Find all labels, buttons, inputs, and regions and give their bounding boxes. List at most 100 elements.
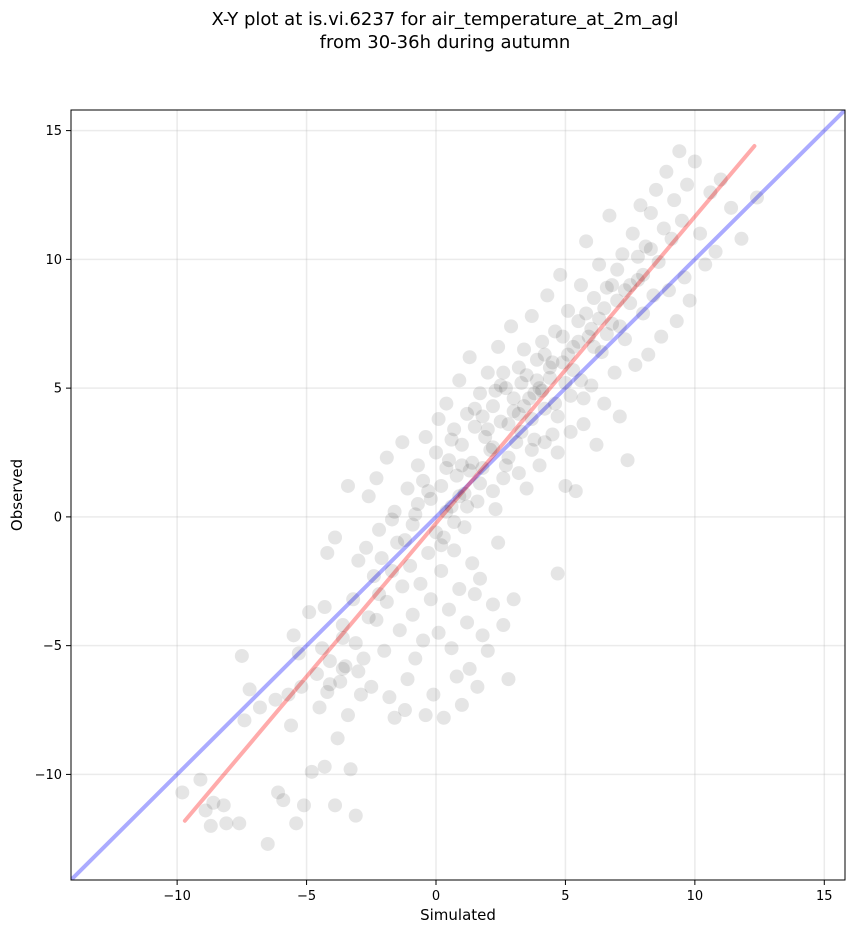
scatter-point xyxy=(677,270,692,285)
scatter-point xyxy=(372,522,387,537)
scatter-point xyxy=(454,697,469,712)
scatter-point xyxy=(328,798,343,813)
scatter-point xyxy=(428,445,443,460)
regression-line xyxy=(182,144,757,823)
scatter-point xyxy=(366,569,381,584)
scatter-point xyxy=(493,414,508,429)
scatter-point xyxy=(475,628,490,643)
scatter-point xyxy=(346,592,361,607)
scatter-point xyxy=(669,314,684,329)
scatter-point xyxy=(343,762,358,777)
scatter-point xyxy=(636,306,651,321)
scatter-point xyxy=(439,396,454,411)
scatter-point xyxy=(454,458,469,473)
scatter-point xyxy=(524,442,539,457)
scatter-point xyxy=(460,615,475,630)
scatter-point xyxy=(359,540,374,555)
scatter-point xyxy=(470,679,485,694)
scatter-point xyxy=(561,303,576,318)
scatter-point xyxy=(294,679,309,694)
scatter-point xyxy=(198,803,213,818)
scatter-point xyxy=(465,455,480,470)
scatter-point xyxy=(548,396,563,411)
scatter-point xyxy=(421,545,436,560)
scatter-point xyxy=(193,772,208,787)
scatter-point xyxy=(480,422,495,437)
scatter-point xyxy=(309,666,324,681)
scatter-point xyxy=(532,381,547,396)
scatter-point xyxy=(573,278,588,293)
scatter-point xyxy=(369,471,384,486)
scatter-point xyxy=(620,453,635,468)
y-tick-label: 15 xyxy=(45,124,62,139)
scatter-point xyxy=(449,468,464,483)
axis-ticks: −10 −5 0 5 10 15 −10 −5 0 5 10 15 xyxy=(35,124,833,904)
scatter-point xyxy=(589,437,604,452)
scatter-point xyxy=(320,545,335,560)
scatter-point xyxy=(506,592,521,607)
scatter-point xyxy=(586,339,601,354)
scatter-point xyxy=(672,144,687,159)
scatter-point xyxy=(434,563,449,578)
scatter-point xyxy=(335,618,350,633)
scatter-point xyxy=(602,208,617,223)
scatter-point xyxy=(374,551,389,566)
scatter-point xyxy=(403,558,418,573)
scatter-point xyxy=(284,718,299,733)
scatter-point xyxy=(379,450,394,465)
scatter-point xyxy=(460,406,475,421)
scatter-point xyxy=(617,283,632,298)
grid xyxy=(71,110,845,880)
scatter-point xyxy=(387,504,402,519)
scatter-point xyxy=(555,355,570,370)
x-tick-label: 10 xyxy=(687,889,704,904)
scatter-point xyxy=(302,605,317,620)
scatter-point xyxy=(488,383,503,398)
scatter-point xyxy=(395,435,410,450)
scatter-point xyxy=(643,206,658,221)
scatter-point xyxy=(687,154,702,169)
scatter-point xyxy=(390,535,405,550)
scatter-point xyxy=(462,463,477,478)
scatter-point xyxy=(423,491,438,506)
scatter-point xyxy=(654,329,669,344)
scatter-point xyxy=(542,360,557,375)
scatter-point xyxy=(234,648,249,663)
scatter-point xyxy=(511,466,526,481)
scatter-point xyxy=(206,795,221,810)
scatter-point xyxy=(485,440,500,455)
scatter-point xyxy=(447,543,462,558)
scatter-point xyxy=(537,401,552,416)
scatter-point xyxy=(535,383,550,398)
scatter-point xyxy=(260,836,275,851)
scatter-point xyxy=(506,391,521,406)
scatter-point xyxy=(418,708,433,723)
scatter-point xyxy=(276,793,291,808)
scatter-point xyxy=(281,687,296,702)
scatter-point xyxy=(480,643,495,658)
scatter-point xyxy=(519,368,534,383)
scatter-point xyxy=(317,759,332,774)
scatter-point xyxy=(364,679,379,694)
scatter-point xyxy=(356,651,371,666)
scatter-point xyxy=(475,409,490,424)
scatter-point xyxy=(563,388,578,403)
scatter-point xyxy=(410,458,425,473)
scatter-point xyxy=(485,484,500,499)
scatter-point xyxy=(237,713,252,728)
scatter-point xyxy=(338,659,353,674)
scatter-point xyxy=(457,520,472,535)
plot-area: −10 −5 0 5 10 15 −10 −5 0 5 10 15 xyxy=(35,109,846,904)
scatter-point xyxy=(504,319,519,334)
scatter-point xyxy=(384,563,399,578)
scatter-point xyxy=(651,254,666,269)
scatter-point xyxy=(470,494,485,509)
scatter-point xyxy=(529,373,544,388)
scatter-point xyxy=(467,401,482,416)
scatter-point xyxy=(175,785,190,800)
plot-frame xyxy=(70,109,846,881)
scatter-point xyxy=(421,484,436,499)
scatter-point xyxy=(555,329,570,344)
scatter-point xyxy=(649,182,664,197)
scatter-point xyxy=(480,365,495,380)
